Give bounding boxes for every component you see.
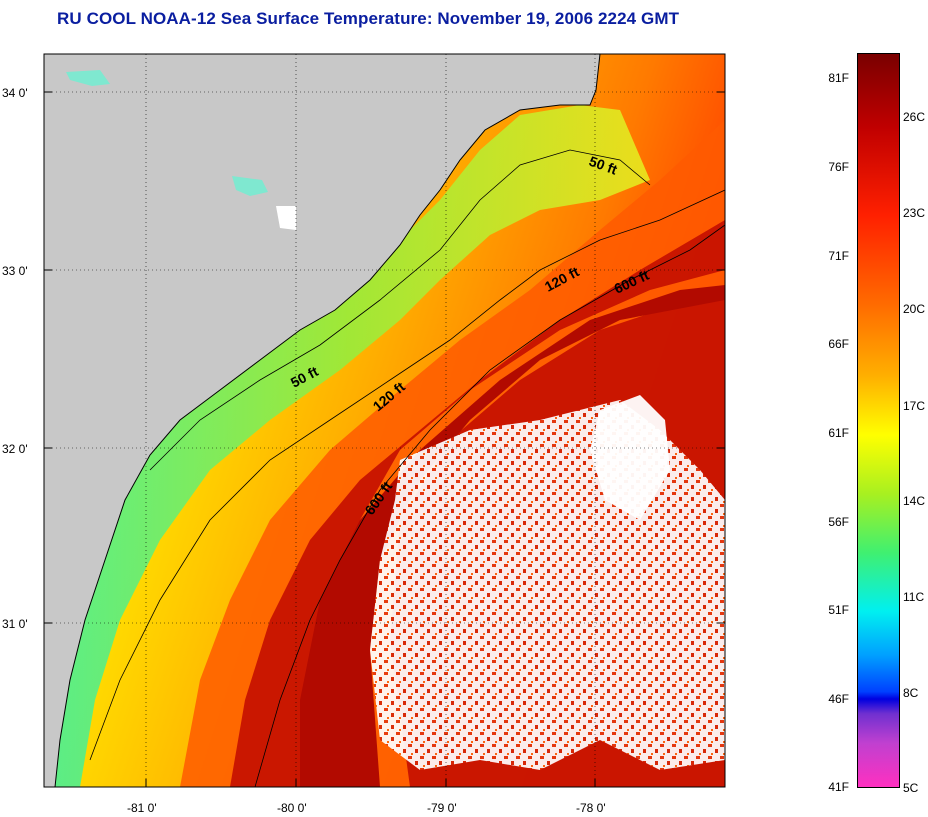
gulf-stream-core: [300, 285, 725, 787]
contour-120ft: [89, 189, 725, 761]
cloud-over-land: [276, 206, 296, 230]
y-tick-label: 33 0': [2, 264, 28, 278]
cloud-patch: [590, 395, 670, 520]
x-tick-label: -81 0': [127, 801, 157, 815]
celsius-label: 14C: [903, 494, 926, 508]
celsius-label: 23C: [903, 206, 926, 220]
celsius-label: 26C: [903, 110, 926, 124]
celsius-label: 8C: [903, 686, 919, 700]
x-tick-label: -80 0': [277, 801, 307, 815]
x-tick-label: -78 0': [576, 801, 606, 815]
celsius-label: 5C: [903, 781, 919, 795]
y-tick-label: 32 0': [2, 442, 28, 456]
fahrenheit-label: 76F: [828, 160, 849, 174]
fahrenheit-label: 56F: [828, 515, 849, 529]
fahrenheit-label: 46F: [828, 692, 849, 706]
land: [44, 54, 600, 787]
celsius-label: 11C: [903, 590, 925, 604]
axis-ticks: [44, 91, 725, 787]
shelf-water: [44, 105, 650, 787]
fahrenheit-label: 71F: [828, 249, 849, 263]
y-tick-label: 31 0': [2, 617, 28, 631]
color-scale-bar: [857, 53, 900, 788]
fahrenheit-label: 66F: [828, 337, 849, 351]
cloud-field: [370, 400, 725, 770]
coastline: [54, 54, 601, 787]
x-tick-label: -79 0': [427, 801, 457, 815]
y-tick-label: 34 0': [2, 86, 28, 100]
celsius-label: 17C: [903, 399, 926, 413]
fahrenheit-label: 61F: [828, 426, 849, 440]
contour-50ft-north: [149, 149, 651, 471]
graticule: [44, 54, 725, 787]
fahrenheit-label: 41F: [828, 780, 849, 794]
cloud-over-land: [232, 176, 268, 196]
celsius-label: 20C: [903, 302, 926, 316]
cloud-over-land: [66, 70, 110, 86]
map-title: RU COOL NOAA-12 Sea Surface Temperature:…: [57, 9, 680, 28]
fahrenheit-label: 51F: [828, 603, 849, 617]
fahrenheit-label: 81F: [828, 71, 849, 85]
plot-frame: [43, 53, 726, 788]
contour-600ft: [254, 224, 725, 787]
